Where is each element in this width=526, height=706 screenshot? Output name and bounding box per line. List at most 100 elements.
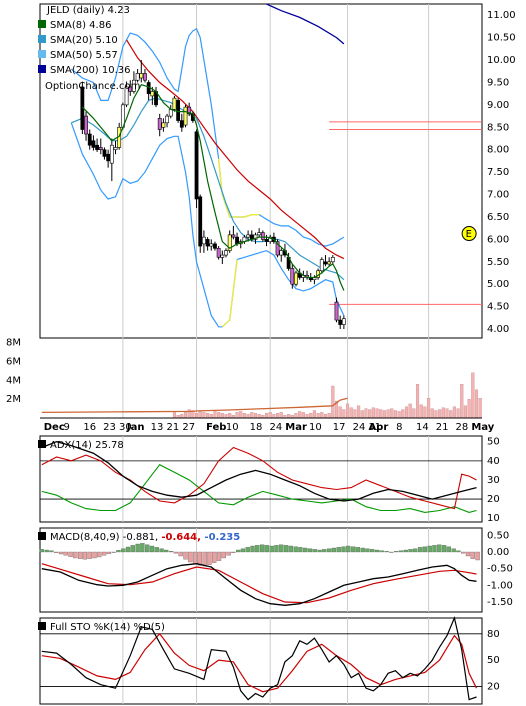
volume-bar: [257, 414, 261, 419]
macd-histogram-bar: [255, 545, 260, 553]
macd-line: [41, 563, 477, 606]
price-panel: 4.00 4.50 5.00 5.50 6.00 6.50 7.00 7.50 8.00 8.50…: [39, 3, 516, 339]
macd-histogram-bar: [461, 551, 466, 554]
macd-legend-swatch: [38, 532, 46, 540]
price-tick-label: 7.50: [487, 167, 509, 178]
macd-histogram-bar: [437, 544, 442, 553]
date-tick-label: Dec: [44, 422, 65, 433]
macd-histogram-bar: [465, 551, 471, 557]
candle-body: [253, 234, 258, 240]
volume-bar: [423, 406, 427, 419]
macd-histogram-bar: [279, 544, 284, 553]
macd-histogram-bar: [346, 545, 351, 553]
volume-bar: [327, 413, 331, 419]
volume-bar: [452, 406, 456, 419]
macd-histogram-bar: [264, 545, 270, 553]
macd-histogram-bar: [250, 545, 255, 553]
candle-body: [124, 86, 129, 106]
volume-bar: [220, 413, 224, 419]
macd-histogram-bar: [259, 544, 265, 553]
candle-body: [224, 250, 228, 256]
price-tick-label: 5.50: [487, 257, 509, 268]
macd-histogram-bar: [173, 551, 179, 554]
candle-body: [194, 131, 199, 200]
candle-body: [161, 122, 166, 128]
date-tick-label: 9: [64, 422, 70, 433]
volume-bar: [209, 414, 213, 419]
volume-bar: [397, 411, 401, 419]
date-tick-label: 16: [83, 422, 96, 433]
macd-histogram-bar: [389, 551, 394, 553]
date-tick-label: May: [471, 422, 494, 433]
candle-body: [198, 196, 203, 247]
date-tick-label: 13: [151, 422, 164, 433]
sma200-line: [266, 3, 345, 45]
volume-bar: [213, 410, 217, 419]
volume-bar: [379, 409, 383, 419]
price-tick-label: 11.00: [487, 10, 516, 21]
macd-histogram-bar: [226, 551, 231, 556]
macd-histogram-bar: [125, 546, 131, 553]
volume-bar: [206, 413, 210, 419]
macd-panel: -1.50 -1.00 -0.50 0.00 0.50 MACD(8,40,9) -0.8…: [38, 527, 513, 613]
volume-bar: [250, 412, 254, 419]
volume-bar: [183, 412, 188, 419]
volume-bar: [342, 409, 346, 419]
plus-di-line: [41, 464, 477, 513]
macd-histogram-bar: [130, 545, 135, 553]
stochastic-legend-swatch: [38, 622, 46, 630]
stochastic-panel-frame: [39, 617, 483, 705]
bollinger-lower-line: [70, 122, 345, 328]
macd-histogram-bar: [192, 551, 198, 565]
candle-body: [84, 115, 88, 135]
adx-tick-label: 30: [487, 475, 500, 486]
volume-bar: [320, 412, 324, 419]
volume-bar: [272, 414, 276, 419]
volume-bar: [217, 412, 221, 419]
macd-histogram-bar: [168, 551, 174, 553]
sma-legend-entry: SMA(20) 5.10: [50, 35, 118, 46]
macd-panel-frame: [39, 527, 483, 613]
price-tick-label: 10.00: [487, 55, 516, 66]
candle-body: [98, 147, 103, 151]
volume-bar: [456, 408, 460, 419]
macd-histogram-bar: [446, 546, 452, 553]
sma-legend-entry-swatch: [38, 35, 46, 43]
macd-histogram-bar: [245, 547, 250, 553]
candle-body: [330, 257, 335, 263]
volume-bar: [276, 413, 280, 419]
adx-panel: 10 20 30 40 50 ADX(14) 25.78: [38, 435, 500, 524]
candle-body: [113, 147, 118, 151]
candle-body: [187, 106, 192, 115]
candle-body: [327, 261, 332, 265]
date-tick-label: 18: [250, 422, 263, 433]
macd-histogram-bar: [283, 545, 289, 553]
volume-bar: [393, 410, 397, 419]
stochastic-tick-label: 50: [487, 655, 500, 666]
volume-bar: [390, 408, 394, 419]
date-tick-label: 23: [103, 422, 116, 433]
macd-histogram-bar: [58, 551, 64, 555]
price-tick-label: 6.00: [487, 234, 509, 245]
macd-histogram-bar: [39, 549, 44, 553]
price-tick-label: 10.50: [487, 33, 516, 44]
candle-body: [257, 232, 262, 236]
volume-bar: [235, 412, 239, 419]
date-tick-label: 21: [436, 422, 449, 433]
candle-body: [264, 239, 269, 242]
macd-histogram-bar: [44, 549, 49, 553]
macd-signal-line: [41, 563, 477, 604]
date-tick-label: 17: [333, 422, 346, 433]
candle-body: [87, 133, 92, 146]
volume-bar: [364, 408, 368, 419]
volume-bar: [194, 413, 199, 419]
macd-histogram-bar: [183, 551, 188, 560]
volume-bar: [172, 411, 176, 419]
macd-histogram-bar: [202, 551, 207, 567]
price-tick-label: 4.00: [487, 324, 509, 335]
macd-histogram-bar: [188, 551, 193, 563]
volume-bar: [279, 412, 283, 419]
macd-histogram-bar: [164, 549, 169, 553]
price-tick-label: 7.00: [487, 190, 509, 201]
macd-histogram-bar: [379, 550, 384, 553]
